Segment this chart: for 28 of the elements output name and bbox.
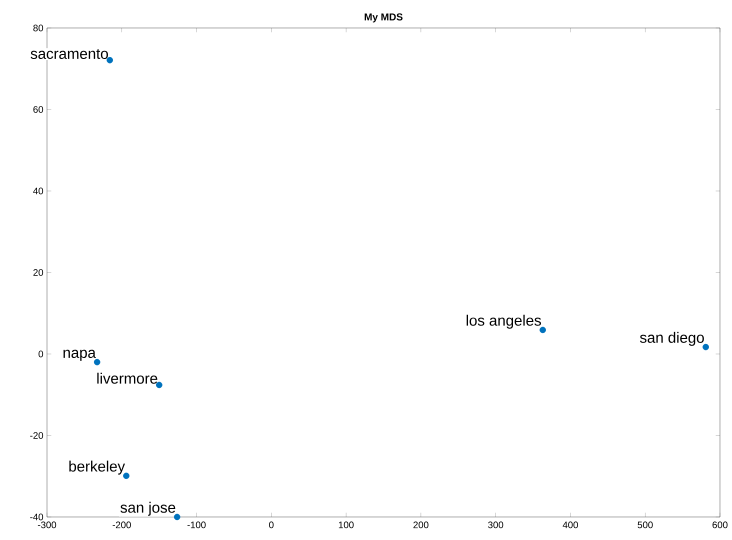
x-tick-label: 100	[338, 522, 354, 528]
x-tick-label: -200	[112, 522, 131, 528]
annotation: los angeles	[466, 314, 541, 329]
y-tick-label: 60	[33, 106, 44, 113]
x-tick-label: 600	[712, 522, 728, 528]
annotation: berkeley	[69, 460, 126, 475]
x-tick-label: 0	[269, 522, 274, 528]
x-tick-label: 200	[413, 522, 428, 528]
x-tick-label: -100	[187, 522, 206, 528]
annotation: napa	[64, 350, 96, 361]
y-tick-label: 80	[33, 24, 44, 32]
y-tick-label: 0	[38, 350, 44, 358]
point	[702, 344, 709, 350]
x-tick-label: 400	[562, 522, 578, 528]
annotation: sacramento	[30, 49, 108, 59]
x-tick-label: -300	[38, 522, 56, 528]
chart-title: My MDS	[364, 13, 403, 22]
annotation: livermore	[97, 372, 158, 384]
annotation: san jose	[120, 502, 176, 516]
x-tick-label: 300	[488, 522, 504, 528]
y-tick-label: 40	[33, 188, 44, 194]
y-tick-label: -20	[30, 432, 44, 439]
x-tick-label: 500	[638, 522, 653, 528]
y-tick-label: 20	[33, 269, 44, 276]
point	[540, 326, 546, 334]
point	[106, 56, 114, 64]
y-tick-label: -40	[30, 514, 44, 520]
annotation: san diego	[640, 332, 704, 346]
